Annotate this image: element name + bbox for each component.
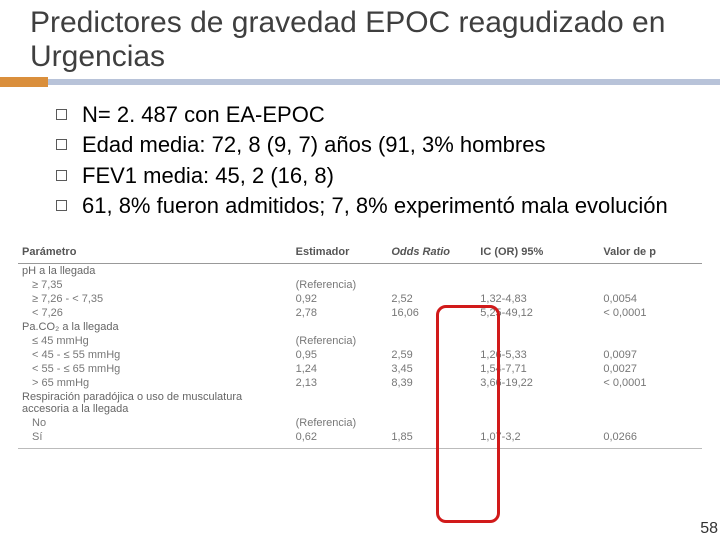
col-odds: Odds Ratio	[387, 242, 476, 264]
table-row-label: ≥ 7,35	[18, 278, 292, 292]
cell-ic: 3,66-19,22	[476, 376, 599, 390]
accent-block	[0, 77, 48, 87]
cell-ic	[476, 278, 599, 292]
cell-or	[387, 278, 476, 292]
cell-ic	[476, 416, 599, 430]
cell-p	[599, 278, 702, 292]
list-item: Edad media: 72, 8 (9, 7) años (91, 3% ho…	[56, 131, 690, 159]
list-item: N= 2. 487 con EA-EPOC	[56, 101, 690, 129]
cell-ic: 1,32-4,83	[476, 292, 599, 306]
cell-est: 0,92	[292, 292, 388, 306]
cell-est: 0,62	[292, 430, 388, 447]
cell-or	[387, 334, 476, 348]
list-item: FEV1 media: 45, 2 (16, 8)	[56, 162, 690, 190]
cell-est: 1,24	[292, 362, 388, 376]
cell-ic: 1,07-3,2	[476, 430, 599, 447]
cell-est: 0,95	[292, 348, 388, 362]
table-row-label: > 65 mmHg	[18, 376, 292, 390]
cell-p	[599, 334, 702, 348]
col-estimador: Estimador	[292, 242, 388, 264]
page-number: 58	[700, 520, 718, 538]
cell-or: 2,59	[387, 348, 476, 362]
underline-main	[48, 79, 720, 85]
cell-or: 3,45	[387, 362, 476, 376]
cell-p: < 0,0001	[599, 306, 702, 320]
title-underline	[0, 77, 720, 87]
cell-est: 2,13	[292, 376, 388, 390]
cell-p: < 0,0001	[599, 376, 702, 390]
data-table: Parámetro Estimador Odds Ratio IC (OR) 9…	[18, 242, 702, 450]
cell-ic: 5,25-49,12	[476, 306, 599, 320]
table-row-label: < 45 - ≤ 55 mmHg	[18, 348, 292, 362]
cell-or: 2,52	[387, 292, 476, 306]
col-parametro: Parámetro	[18, 242, 292, 264]
data-table-container: Parámetro Estimador Odds Ratio IC (OR) 9…	[0, 228, 720, 450]
cell-or: 1,85	[387, 430, 476, 447]
cell-p: 0,0027	[599, 362, 702, 376]
list-item: 61, 8% fueron admitidos; 7, 8% experimen…	[56, 192, 690, 220]
group-label: Respiración paradójica o uso de musculat…	[18, 390, 292, 416]
cell-p	[599, 416, 702, 430]
cell-est: (Referencia)	[292, 278, 388, 292]
table-row-label: No	[18, 416, 292, 430]
cell-p: 0,0097	[599, 348, 702, 362]
bullet-list: N= 2. 487 con EA-EPOC Edad media: 72, 8 …	[0, 87, 720, 228]
col-p: Valor de p	[599, 242, 702, 264]
slide-title: Predictores de gravedad EPOC reagudizado…	[30, 6, 690, 73]
cell-p: 0,0054	[599, 292, 702, 306]
cell-ic: 1,26-5,33	[476, 348, 599, 362]
group-label: pH a la llegada	[18, 263, 292, 278]
cell-p: 0,0266	[599, 430, 702, 447]
cell-est: 2,78	[292, 306, 388, 320]
cell-or	[387, 416, 476, 430]
table-row-label: ≤ 45 mmHg	[18, 334, 292, 348]
cell-est: (Referencia)	[292, 334, 388, 348]
cell-ic	[476, 334, 599, 348]
cell-or: 8,39	[387, 376, 476, 390]
table-row-label: < 55 - ≤ 65 mmHg	[18, 362, 292, 376]
cell-est: (Referencia)	[292, 416, 388, 430]
col-ic: IC (OR) 95%	[476, 242, 599, 264]
cell-ic: 1,54-7,71	[476, 362, 599, 376]
table-row-label: ≥ 7,26 - < 7,35	[18, 292, 292, 306]
table-row-label: < 7,26	[18, 306, 292, 320]
table-row-label: Sí	[18, 430, 292, 447]
group-label: Pa.CO₂ a la llegada	[18, 320, 292, 334]
cell-or: 16,06	[387, 306, 476, 320]
